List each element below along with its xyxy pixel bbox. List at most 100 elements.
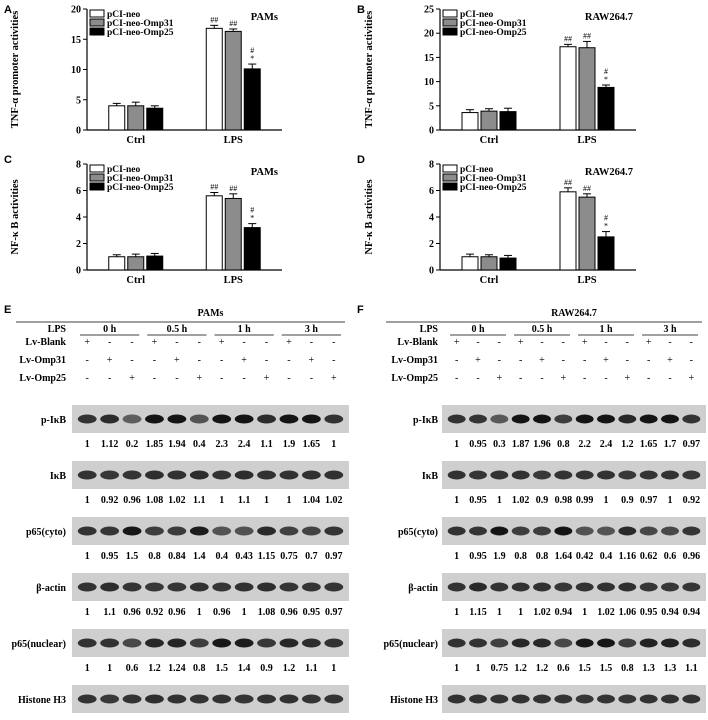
blot-band bbox=[618, 414, 637, 424]
significance-mark: ## bbox=[229, 184, 237, 193]
blot-band bbox=[490, 582, 509, 592]
legend-label: pCI-neo-Omp31 bbox=[107, 19, 174, 29]
blot-band bbox=[554, 638, 573, 648]
densitometry-value: 1 bbox=[518, 607, 523, 618]
bar-pCI-neo-Omp25-Ctrl bbox=[499, 257, 517, 271]
densitometry-value: 2.2 bbox=[578, 439, 591, 450]
blot-band bbox=[490, 694, 509, 704]
legend-swatch bbox=[442, 173, 458, 182]
blot-band bbox=[639, 582, 658, 592]
blot-band bbox=[597, 414, 615, 424]
sign-mark: - bbox=[455, 355, 458, 366]
bar-pCI-neo-LPS bbox=[205, 195, 223, 271]
blot-band bbox=[324, 414, 344, 424]
blot-band bbox=[618, 694, 637, 704]
sign-mark: - bbox=[287, 373, 290, 384]
densitometry-value: 0.94 bbox=[683, 607, 701, 618]
x-tick-label: LPS bbox=[577, 135, 596, 146]
sign-mark: - bbox=[626, 337, 629, 348]
densitometry-value: 1.16 bbox=[619, 551, 637, 562]
blot-band bbox=[212, 638, 232, 648]
y-tick-label: 6 bbox=[429, 186, 434, 197]
blot-band bbox=[145, 470, 164, 480]
y-tick-label: 25 bbox=[424, 5, 434, 16]
sign-mark: - bbox=[583, 373, 586, 384]
densitometry-value: 0.92 bbox=[101, 495, 119, 506]
densitometry-value: 0.96 bbox=[123, 495, 141, 506]
blot-label: p65(cyto) bbox=[26, 527, 66, 538]
densitometry-value: 0.8 bbox=[514, 551, 527, 562]
blot-band bbox=[234, 694, 254, 704]
legend-swatch bbox=[89, 9, 105, 18]
significance-mark: ## bbox=[583, 31, 591, 40]
densitometry-value: 1 bbox=[286, 495, 291, 506]
sign-mark: + bbox=[625, 373, 631, 384]
densitometry-value: 1.96 bbox=[533, 439, 551, 450]
sign-mark: - bbox=[287, 355, 290, 366]
densitometry-value: 1.2 bbox=[148, 663, 161, 674]
treatment-label: Lv-Omp31 bbox=[19, 355, 66, 366]
sign-mark: - bbox=[86, 355, 89, 366]
blot-band bbox=[301, 526, 321, 536]
densitometry-value: 1.85 bbox=[146, 439, 164, 450]
timepoint-label: 3 h bbox=[663, 324, 677, 335]
blot-band bbox=[324, 582, 344, 592]
legend-swatch bbox=[89, 164, 105, 173]
sign-mark: - bbox=[242, 373, 245, 384]
densitometry-value: 0.4 bbox=[193, 439, 206, 450]
blot-band bbox=[77, 470, 97, 480]
blot-band bbox=[167, 526, 187, 536]
blot-band bbox=[212, 414, 232, 424]
significance-mark: * bbox=[604, 75, 608, 84]
blot-band bbox=[212, 694, 232, 704]
blot-band bbox=[145, 582, 164, 592]
bar-pCI-neo-Omp31-LPS bbox=[578, 47, 596, 131]
legend-swatch bbox=[442, 9, 458, 18]
blot-band bbox=[575, 414, 594, 424]
blot-band bbox=[575, 638, 594, 648]
blot-band bbox=[511, 694, 530, 704]
panel-letter: C bbox=[4, 154, 12, 166]
legend-label: pCI-neo-Omp25 bbox=[107, 183, 174, 193]
blot-band bbox=[575, 694, 594, 704]
blot-band bbox=[575, 526, 594, 536]
densitometry-value: 1.1 bbox=[260, 439, 273, 450]
x-tick-label: LPS bbox=[224, 275, 243, 286]
legend-label: pCI-neo bbox=[107, 165, 141, 175]
densitometry-value: 1 bbox=[331, 439, 336, 450]
blot-band bbox=[301, 694, 321, 704]
blot-band bbox=[597, 470, 615, 480]
sign-mark: - bbox=[130, 337, 133, 348]
y-tick-label: 20 bbox=[424, 29, 434, 40]
densitometry-value: 1.65 bbox=[303, 439, 321, 450]
blot-label: β-actin bbox=[408, 583, 438, 594]
blot-band bbox=[661, 470, 679, 480]
sign-mark: - bbox=[498, 337, 501, 348]
sign-mark: - bbox=[626, 355, 629, 366]
blot-band bbox=[575, 582, 594, 592]
blot-band bbox=[533, 694, 551, 704]
sign-mark: - bbox=[668, 337, 671, 348]
blot-band bbox=[447, 694, 466, 704]
blot-band bbox=[511, 526, 530, 536]
densitometry-value: 0.95 bbox=[640, 607, 658, 618]
blot-band bbox=[167, 470, 187, 480]
bar-pCI-neo-Omp31-LPS bbox=[224, 30, 242, 131]
blot-band bbox=[77, 526, 97, 536]
sign-mark: + bbox=[107, 355, 113, 366]
blot-band bbox=[122, 414, 142, 424]
bar-pCI-neo-Omp25-LPS bbox=[597, 86, 615, 131]
x-tick-label: Ctrl bbox=[126, 275, 145, 286]
blot-band bbox=[77, 582, 97, 592]
blot-band bbox=[447, 526, 466, 536]
densitometry-value: 0.95 bbox=[469, 551, 487, 562]
densitometry-value: 0.95 bbox=[469, 439, 487, 450]
densitometry-value: 1 bbox=[454, 663, 459, 674]
densitometry-value: 1.12 bbox=[101, 439, 119, 450]
blot-panel-F: F RAW264.7 0 h 0.5 h 1 h 3 h LPS Lv-Blank + - - + - -… bbox=[357, 304, 706, 720]
blot-band bbox=[533, 414, 551, 424]
x-tick-label: Ctrl bbox=[480, 275, 499, 286]
blot-band bbox=[279, 638, 299, 648]
